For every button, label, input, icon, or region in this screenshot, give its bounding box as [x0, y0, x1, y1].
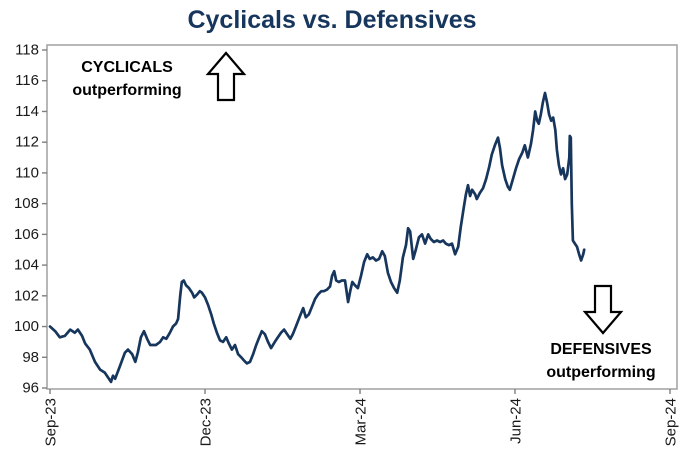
x-axis-tick-label: Jun-24 [508, 398, 525, 444]
y-axis-tick-label: 106 [14, 226, 39, 243]
cyclicals-annotation-line2: outperforming [72, 82, 182, 99]
y-axis-tick-label: 102 [14, 287, 39, 304]
y-axis-tick-label: 110 [15, 164, 39, 181]
x-axis-tick-label: Sep-24 [663, 398, 680, 446]
x-axis-tick-label: Sep-23 [43, 398, 60, 446]
x-axis-tick-label: Mar-24 [353, 398, 370, 446]
cyclicals-annotation: CYCLICALS outperforming [52, 56, 202, 102]
page-title: Cyclicals vs. Defensives [187, 6, 477, 34]
y-axis-tick-label: 104 [14, 257, 39, 274]
y-axis-tick-label: 96 [22, 380, 39, 397]
cyclicals-annotation-line1: CYCLICALS [81, 59, 173, 76]
up-arrow-icon [205, 51, 247, 102]
y-axis-tick-label: 100 [14, 318, 39, 335]
x-axis-tick-label: Dec-23 [198, 398, 215, 446]
y-axis-tick-label: 116 [15, 72, 39, 89]
defensives-annotation-line1: DEFENSIVES [550, 341, 652, 358]
y-axis-tick-label: 114 [15, 103, 39, 120]
y-axis-tick-label: 98 [22, 349, 39, 366]
cyclicals-vs-defensives-line [48, 91, 586, 384]
y-axis-tick-label: 108 [14, 195, 39, 212]
y-axis-tick-label: 112 [15, 134, 39, 151]
defensives-annotation: DEFENSIVES outperforming [525, 338, 677, 384]
y-axis-tick-label: 118 [15, 42, 39, 59]
defensives-annotation-line2: outperforming [546, 364, 656, 381]
plot-border [46, 44, 678, 390]
down-arrow-icon [582, 284, 624, 335]
